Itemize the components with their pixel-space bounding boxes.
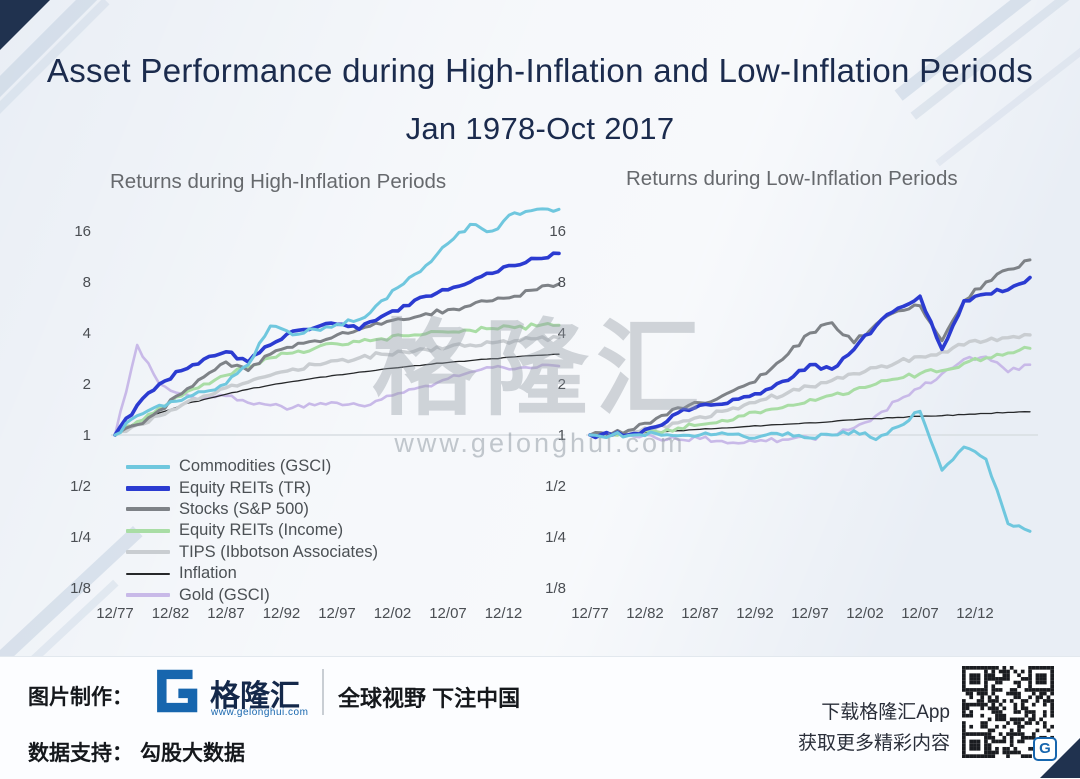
series-line-stocks-s-p-500- [113, 282, 561, 437]
legend-item-label: Gold (GSCI) [179, 585, 270, 604]
x-tick-label: 12/02 [846, 605, 884, 622]
high-inflation-chart: 16 8 4 2 1 1/2 1/4 1/8 12/77 12/82 12/87 12/92 12/97… [70, 207, 565, 622]
x-tick-label: 12/07 [901, 605, 939, 622]
low-inflation-chart-title: Returns during Low-Inflation Periods [626, 167, 958, 190]
qr-code: G [962, 666, 1057, 761]
chart-legend: Commodities (GSCI) Equity REITs (TR) Stock… [126, 456, 378, 606]
app-download-cta: 下载格隆汇App 获取更多精彩内容 [620, 697, 950, 759]
x-tick-label: 12/82 [626, 605, 664, 622]
legend-item: Equity REITs (Income) [126, 520, 378, 541]
legend-swatch-icon [126, 464, 170, 469]
y-tick-label: 16 [549, 223, 566, 240]
x-tick-label: 12/82 [152, 605, 190, 622]
series-line-equity-reits-income- [113, 322, 561, 437]
series-line-equity-reits-tr- [588, 275, 1032, 440]
brand-slogan: 全球视野 下注中国 [338, 686, 521, 711]
qr-logo-badge-icon: G [1033, 737, 1057, 761]
y-tick-label: 1/2 [545, 478, 566, 495]
y-tick-label: 1/4 [545, 529, 566, 546]
x-tick-label: 12/02 [374, 605, 412, 622]
y-tick-label: 8 [558, 274, 566, 291]
brand-url: www.gelonghui.com [211, 707, 309, 718]
x-tick-label: 12/77 [96, 605, 134, 622]
y-tick-label: 1 [558, 427, 566, 444]
app-cta-line2: 获取更多精彩内容 [797, 733, 950, 754]
legend-item-label: TIPS (Ibbotson Associates) [179, 542, 379, 561]
footer: 图片制作： 格隆汇 www.gelonghui.com 全球视野 下注中国 数据… [0, 656, 1080, 779]
gelonghui-logo-icon [157, 669, 198, 713]
series-line-equity-reits-income- [588, 345, 1032, 438]
series-line-commodities-gsci- [588, 409, 1032, 533]
low-inflation-chart: 16 8 4 2 1 1/2 1/4 1/8 12/77 12/82 12/87 12/92 12/97… [545, 223, 1038, 622]
x-tick-label: 12/77 [571, 605, 609, 622]
x-tick-label: 12/92 [736, 605, 774, 622]
legend-swatch-icon [126, 593, 170, 598]
x-tick-label: 12/87 [207, 605, 245, 622]
data-support-label: 数据支持： [28, 742, 133, 765]
x-tick-label: 12/12 [485, 605, 523, 622]
y-tick-label: 1 [83, 427, 91, 444]
y-tick-label: 1/2 [70, 478, 91, 495]
high-inflation-chart-title: Returns during High-Inflation Periods [110, 170, 447, 193]
x-tick-label: 12/97 [318, 605, 356, 622]
app-cta-line1: 下载格隆汇App [821, 702, 950, 723]
page-title: Asset Performance during High-Inflation … [46, 52, 1034, 89]
y-tick-label: 1/8 [545, 580, 566, 597]
legend-item-label: Inflation [179, 564, 237, 583]
qr-code-image [962, 666, 1054, 758]
y-tick-label: 1/4 [70, 529, 91, 546]
made-by-label: 图片制作： [28, 686, 133, 709]
legend-item: Inflation [126, 563, 378, 584]
series-line-stocks-s-p-500- [588, 258, 1032, 437]
x-tick-label: 12/12 [956, 605, 994, 622]
y-tick-label: 16 [74, 223, 91, 240]
page-subtitle: Jan 1978-Oct 2017 [405, 111, 675, 146]
legend-item: Equity REITs (TR) [126, 477, 378, 498]
y-tick-label: 1/8 [70, 580, 91, 597]
legend-item-label: Commodities (GSCI) [179, 457, 332, 476]
series-line-commodities-gsci- [113, 207, 561, 437]
series-line-inflation [114, 353, 560, 436]
x-tick-label: 12/97 [791, 605, 829, 622]
data-support-value: 勾股大数据 [140, 742, 245, 765]
series-line-tips-ibbotson-associates- [113, 334, 561, 437]
y-tick-label: 4 [558, 325, 566, 342]
y-tick-label: 2 [558, 376, 566, 393]
footer-divider [322, 669, 324, 715]
x-tick-label: 12/07 [429, 605, 467, 622]
brand-name: 格隆汇 [210, 680, 300, 713]
series-line-tips-ibbotson-associates- [588, 332, 1032, 440]
legend-item-label: Stocks (S&P 500) [179, 499, 309, 518]
legend-item: Stocks (S&P 500) [126, 499, 378, 520]
y-tick-label: 8 [83, 274, 91, 291]
legend-item-label: Equity REITs (Income) [179, 521, 344, 540]
y-tick-label: 2 [83, 376, 91, 393]
x-tick-label: 12/87 [681, 605, 719, 622]
legend-swatch-icon [126, 550, 170, 555]
legend-swatch-icon [126, 507, 170, 512]
legend-item: Commodities (GSCI) [126, 456, 378, 477]
legend-item: TIPS (Ibbotson Associates) [126, 542, 378, 563]
legend-swatch-icon [126, 485, 170, 491]
y-tick-label: 4 [83, 325, 91, 342]
legend-item: Gold (GSCI) [126, 584, 378, 605]
legend-swatch-icon [126, 528, 170, 533]
legend-swatch-icon [126, 572, 170, 575]
legend-item-label: Equity REITs (TR) [179, 478, 312, 497]
x-tick-label: 12/92 [263, 605, 301, 622]
